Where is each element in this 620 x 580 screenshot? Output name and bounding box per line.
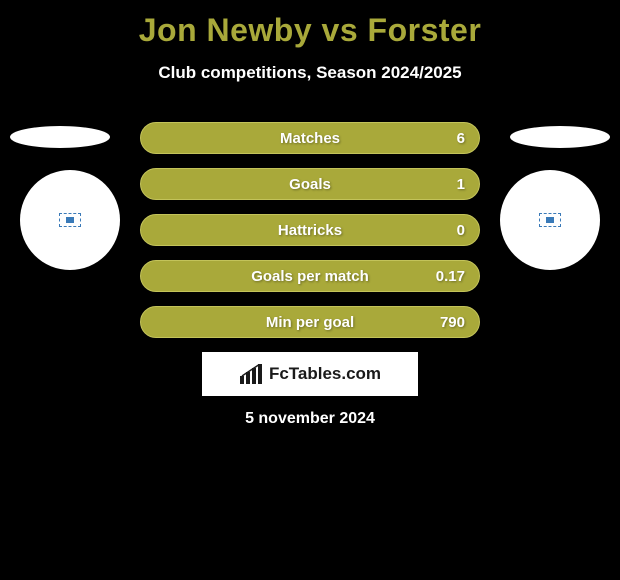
decor-ellipse-right — [510, 126, 610, 148]
stat-row-min-per-goal: Min per goal 790 — [140, 306, 480, 338]
stat-label: Goals per match — [251, 268, 369, 285]
player-right-circle — [500, 170, 600, 270]
stat-value: 0 — [457, 222, 465, 239]
stats-container: Matches 6 Goals 1 Hattricks 0 Goals per … — [140, 122, 480, 352]
placeholder-icon — [539, 213, 561, 227]
bars-icon — [239, 364, 265, 384]
stat-label: Min per goal — [266, 314, 354, 331]
page-title: Jon Newby vs Forster — [0, 0, 620, 49]
stat-label: Hattricks — [278, 222, 342, 239]
stat-row-goals: Goals 1 — [140, 168, 480, 200]
brand-badge[interactable]: FcTables.com — [202, 352, 418, 396]
placeholder-icon — [59, 213, 81, 227]
stat-row-hattricks: Hattricks 0 — [140, 214, 480, 246]
stat-value: 6 — [457, 130, 465, 147]
stat-value: 790 — [440, 314, 465, 331]
footer-date: 5 november 2024 — [0, 410, 620, 428]
stat-label: Matches — [280, 130, 340, 147]
page-subtitle: Club competitions, Season 2024/2025 — [0, 63, 620, 83]
stat-row-matches: Matches 6 — [140, 122, 480, 154]
player-left-circle — [20, 170, 120, 270]
brand-text: FcTables.com — [269, 364, 381, 384]
stat-label: Goals — [289, 176, 331, 193]
stat-value: 1 — [457, 176, 465, 193]
decor-ellipse-left — [10, 126, 110, 148]
stat-value: 0.17 — [436, 268, 465, 285]
stat-row-goals-per-match: Goals per match 0.17 — [140, 260, 480, 292]
